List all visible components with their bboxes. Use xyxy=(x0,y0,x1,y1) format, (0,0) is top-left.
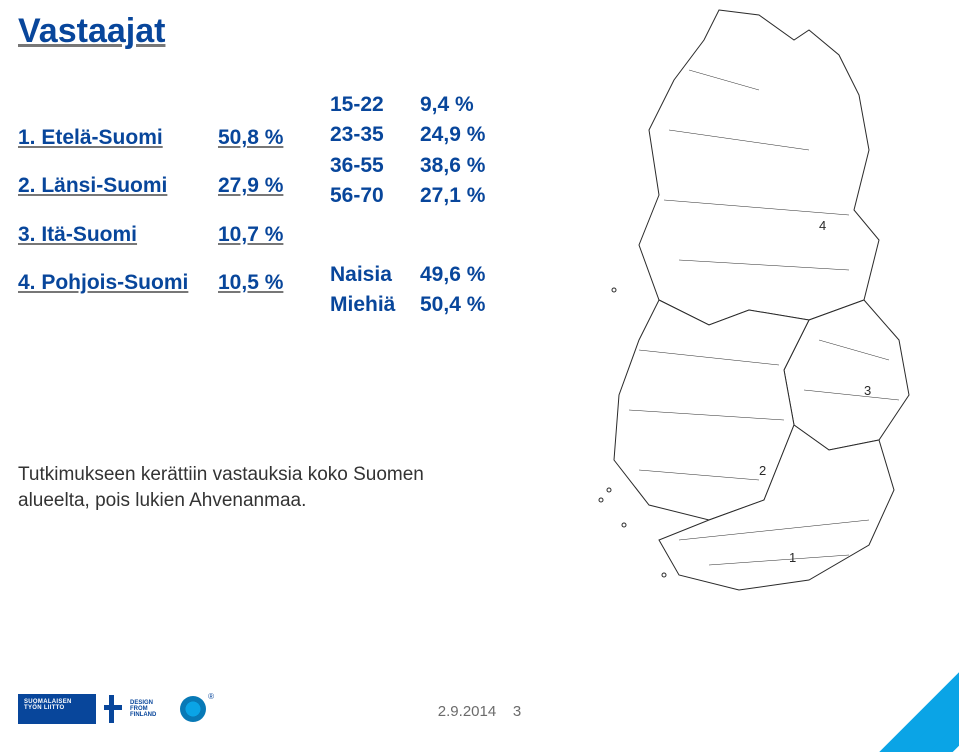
age-row: 23-35 24,9 % xyxy=(330,120,485,150)
logo-suomalaisen-tyon-liitto: SUOMALAISEN TYÖN LIITTO xyxy=(18,694,96,724)
footnote-line: alueelta, pois lukien Ahvenanmaa. xyxy=(18,490,306,511)
logo-group: SUOMALAISEN TYÖN LIITTO DESIGN FROM FINL… xyxy=(18,694,206,724)
rosette-icon xyxy=(180,696,206,722)
map-number-1: 1 xyxy=(789,550,796,565)
gender-label: Miehiä xyxy=(330,290,420,320)
map-island xyxy=(622,523,626,527)
age-label: 36-55 xyxy=(330,151,420,181)
map-island xyxy=(599,498,603,502)
region-value: 50,8 % xyxy=(218,114,283,162)
age-value: 24,9 % xyxy=(420,120,485,150)
age-row: 15-22 9,4 % xyxy=(330,90,485,120)
footer: SUOMALAISEN TYÖN LIITTO DESIGN FROM FINL… xyxy=(0,662,959,752)
map-number-4: 4 xyxy=(819,218,826,233)
region-label: 3. Itä-Suomi xyxy=(18,211,218,259)
map-island xyxy=(612,288,616,292)
age-value: 38,6 % xyxy=(420,151,485,181)
footnote: Tutkimukseen kerättiin vastauksia koko S… xyxy=(18,462,438,513)
map-number-3: 3 xyxy=(864,383,871,398)
gender-label: Naisia xyxy=(330,260,420,290)
map-region-4 xyxy=(639,10,879,325)
gender-row: Naisia 49,6 % xyxy=(330,260,485,290)
gender-value: 49,6 % xyxy=(420,260,485,290)
footnote-line: Tutkimukseen kerättiin vastauksia koko S… xyxy=(18,464,424,485)
logo1-text: SUOMALAISEN TYÖN LIITTO xyxy=(20,696,94,714)
gender-value: 50,4 % xyxy=(420,290,485,320)
age-label: 23-35 xyxy=(330,120,420,150)
page-title: Vastaajat xyxy=(18,12,165,51)
corner-stripes-icon xyxy=(809,672,959,752)
finland-map-svg: 4 3 2 1 xyxy=(509,0,939,610)
region-label: 4. Pohjois-Suomi xyxy=(18,259,218,307)
finland-map: 4 3 2 1 xyxy=(509,0,939,610)
logo-design-from-finland: DESIGN FROM FINLAND xyxy=(130,695,172,723)
gender-list: Naisia 49,6 % Miehiä 50,4 % xyxy=(330,260,485,321)
age-value: 9,4 % xyxy=(420,90,474,120)
region-row: 1. Etelä-Suomi 50,8 % xyxy=(18,114,283,162)
region-value: 27,9 % xyxy=(218,162,283,210)
region-label: 2. Länsi-Suomi xyxy=(18,162,218,210)
map-number-2: 2 xyxy=(759,463,766,478)
age-list: 15-22 9,4 % 23-35 24,9 % 36-55 38,6 % 56… xyxy=(330,90,485,212)
page-number: 3 xyxy=(513,703,521,720)
age-label: 56-70 xyxy=(330,181,420,211)
region-row: 4. Pohjois-Suomi 10,5 % xyxy=(18,259,283,307)
logo2-line: FINLAND xyxy=(130,712,172,718)
date-text: 2.9.2014 xyxy=(438,703,496,720)
map-island xyxy=(662,573,666,577)
age-value: 27,1 % xyxy=(420,181,485,211)
page-date: 2.9.2014 3 xyxy=(438,703,521,720)
age-row: 56-70 27,1 % xyxy=(330,181,485,211)
age-row: 36-55 38,6 % xyxy=(330,151,485,181)
region-row: 3. Itä-Suomi 10,7 % xyxy=(18,211,283,259)
region-value: 10,5 % xyxy=(218,259,283,307)
map-island xyxy=(607,488,611,492)
age-label: 15-22 xyxy=(330,90,420,120)
region-row: 2. Länsi-Suomi 27,9 % xyxy=(18,162,283,210)
gender-row: Miehiä 50,4 % xyxy=(330,290,485,320)
finland-flag-icon xyxy=(104,695,122,723)
regions-list: 1. Etelä-Suomi 50,8 % 2. Länsi-Suomi 27,… xyxy=(18,114,283,307)
region-value: 10,7 % xyxy=(218,211,283,259)
region-label: 1. Etelä-Suomi xyxy=(18,114,218,162)
